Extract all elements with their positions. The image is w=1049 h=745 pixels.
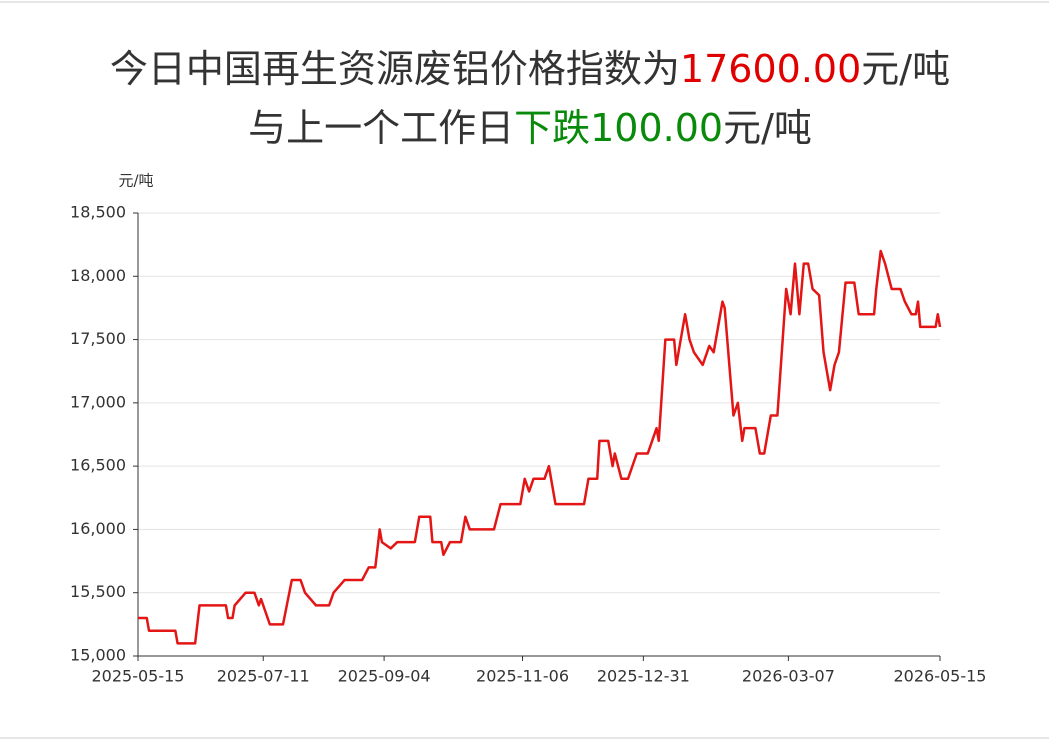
x-tick-label: 2025-05-15 bbox=[92, 667, 185, 686]
subtitle-text: 与上一个工作日 bbox=[248, 106, 514, 150]
chart-subtitle: 与上一个工作日下跌100.00元/吨 bbox=[248, 106, 812, 150]
y-tick-label: 15,500 bbox=[70, 582, 126, 601]
x-tick-label: 2025-11-06 bbox=[476, 667, 569, 686]
y-tick-label: 18,500 bbox=[70, 203, 126, 222]
subtitle-change: 下跌100.00 bbox=[514, 106, 723, 150]
y-tick-label: 18,000 bbox=[70, 266, 126, 285]
x-tick-label: 2025-09-04 bbox=[338, 667, 431, 686]
y-axis-label: 元/吨 bbox=[118, 172, 153, 190]
y-tick-label: 15,000 bbox=[70, 646, 126, 665]
price-line bbox=[138, 249, 942, 645]
chart-title: 今日中国再生资源废铝价格指数为17600.00元/吨 bbox=[110, 47, 950, 91]
title-unit: 元/吨 bbox=[861, 47, 950, 91]
x-tick-label: 2025-07-11 bbox=[217, 667, 310, 686]
x-tick-label: 2025-12-31 bbox=[597, 667, 690, 686]
title-text: 今日中国再生资源废铝价格指数为 bbox=[110, 47, 680, 91]
y-tick-label: 17,500 bbox=[70, 329, 126, 348]
y-tick-label: 16,500 bbox=[70, 456, 126, 475]
x-tick-label: 2026-05-15 bbox=[894, 667, 987, 686]
y-tick-label: 16,000 bbox=[70, 519, 126, 538]
subtitle-unit: 元/吨 bbox=[723, 106, 812, 150]
y-tick-label: 17,000 bbox=[70, 392, 126, 411]
x-tick-label: 2026-03-07 bbox=[742, 667, 835, 686]
title-value: 17600.00 bbox=[680, 47, 861, 91]
